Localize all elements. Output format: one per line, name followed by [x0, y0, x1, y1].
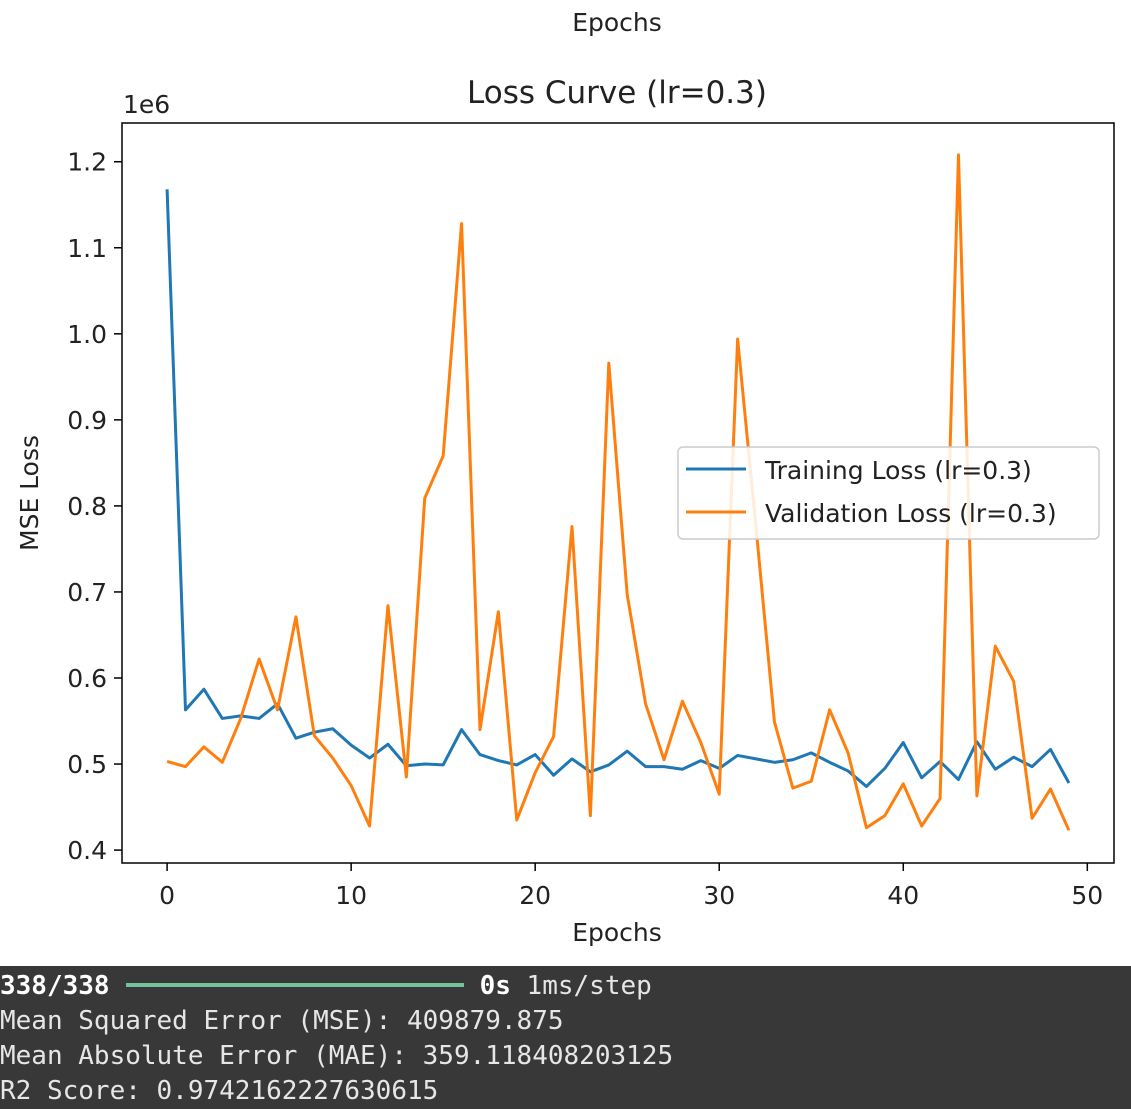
progress-bar — [125, 982, 464, 987]
y-offset-label: 1e6 — [123, 90, 170, 119]
progress-count: 338/338 — [0, 971, 110, 1001]
y-tick-label: 1.2 — [67, 148, 107, 177]
y-tick-label: 1.0 — [67, 320, 107, 349]
loss-curve-chart: Epochs Loss Curve (lr=0.3) 1e6 0 10 20 30 40… — [15, 8, 1115, 947]
x-tick-label: 50 — [1071, 881, 1103, 910]
y-tick-label: 0.9 — [67, 406, 107, 435]
x-tick-label: 0 — [159, 881, 175, 910]
y-tick-label: 0.8 — [67, 492, 107, 521]
x-tick-label: 30 — [703, 881, 735, 910]
progress-line: 338/338 0s 1ms/step — [0, 969, 1131, 1004]
plot-area-frame — [121, 122, 1115, 864]
x-axis-label: Epochs — [572, 918, 662, 947]
y-tick-label: 1.1 — [67, 234, 107, 263]
y-axis-label: MSE Loss — [15, 435, 44, 551]
legend: Training Loss (lr=0.3) Validation Loss (… — [677, 446, 1100, 540]
x-tick-label: 20 — [519, 881, 551, 910]
y-tick-label: 0.6 — [67, 664, 107, 693]
legend-label-training: Training Loss (lr=0.3) — [764, 456, 1032, 485]
mae-output-line: Mean Absolute Error (MAE): 359.118408203… — [0, 1041, 674, 1071]
y-tick-label: 0.4 — [67, 836, 107, 865]
y-tick-label: 0.5 — [67, 750, 107, 779]
training-loss-line — [165, 189, 1071, 788]
x-tick-label: 10 — [335, 881, 367, 910]
validation-loss-line — [166, 153, 1071, 831]
y-axis: 0.4 0.5 0.6 0.7 0.8 0.9 1.0 1.1 1.2 — [67, 148, 122, 865]
mse-output-line: Mean Squared Error (MSE): 409879.875 — [0, 1006, 564, 1036]
x-axis: 0 10 20 30 40 50 — [159, 863, 1103, 910]
legend-label-validation: Validation Loss (lr=0.3) — [765, 499, 1057, 528]
cell-output-console: 338/338 0s 1ms/step Mean Squared Error (M… — [0, 966, 1131, 1109]
series-lines — [165, 153, 1071, 831]
r2-output-line: R2 Score: 0.9742162227630615 — [0, 1076, 439, 1106]
top-epochs-label: Epochs — [572, 8, 662, 37]
y-tick-label: 0.7 — [67, 578, 107, 607]
progress-time: 0s — [479, 971, 511, 1001]
progress-step: 1ms/step — [526, 971, 652, 1001]
x-tick-label: 40 — [887, 881, 919, 910]
legend-box — [677, 446, 1100, 540]
chart-title: Loss Curve (lr=0.3) — [467, 75, 767, 111]
